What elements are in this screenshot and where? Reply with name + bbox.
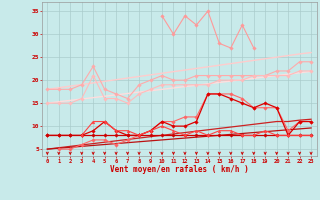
X-axis label: Vent moyen/en rafales ( km/h ): Vent moyen/en rafales ( km/h ) (110, 165, 249, 174)
